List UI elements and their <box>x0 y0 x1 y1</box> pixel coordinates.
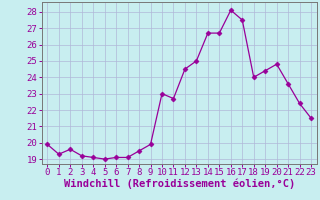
X-axis label: Windchill (Refroidissement éolien,°C): Windchill (Refroidissement éolien,°C) <box>64 179 295 189</box>
